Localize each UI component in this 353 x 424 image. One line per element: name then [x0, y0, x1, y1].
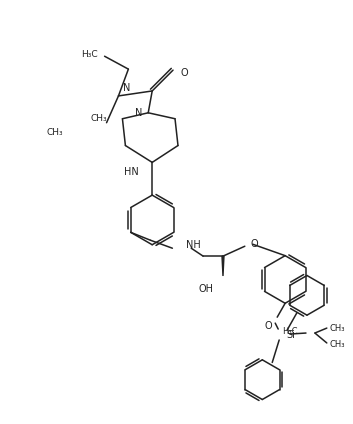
- Text: H₃C: H₃C: [282, 326, 298, 335]
- Text: O: O: [251, 239, 258, 249]
- Text: O: O: [181, 68, 189, 78]
- Text: CH₃: CH₃: [330, 324, 345, 332]
- Text: CH₃: CH₃: [91, 114, 108, 123]
- Text: N: N: [135, 108, 142, 118]
- Text: N: N: [124, 83, 131, 93]
- Text: Si: Si: [286, 330, 295, 340]
- Text: H₃C: H₃C: [81, 50, 98, 59]
- Text: O: O: [265, 321, 272, 331]
- Polygon shape: [222, 256, 224, 276]
- Text: CH₃: CH₃: [46, 128, 63, 137]
- Text: OH: OH: [198, 284, 213, 294]
- Text: HN: HN: [124, 167, 138, 177]
- Text: CH₃: CH₃: [330, 340, 345, 349]
- Text: NH: NH: [186, 240, 201, 250]
